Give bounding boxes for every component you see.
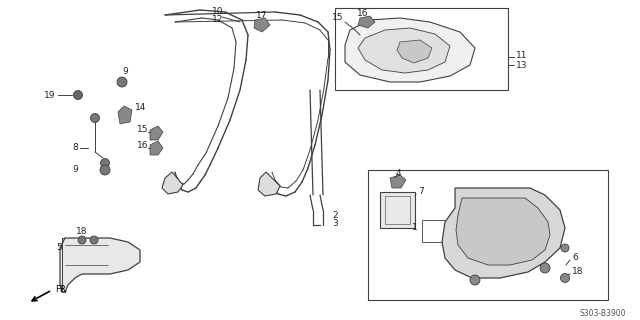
Text: 9: 9 [122,68,128,76]
Text: 19: 19 [44,91,55,100]
Polygon shape [118,106,132,124]
Polygon shape [358,28,450,73]
Text: 9: 9 [72,165,78,174]
Text: 10: 10 [212,7,224,17]
Text: 12: 12 [212,15,224,25]
Polygon shape [60,238,140,292]
Polygon shape [390,175,406,188]
Text: 18: 18 [572,268,584,276]
Circle shape [117,77,127,87]
Text: 16: 16 [136,140,148,149]
Text: 4: 4 [395,169,401,178]
Bar [335,8,508,90]
Text: 2: 2 [332,211,338,220]
Circle shape [90,236,98,244]
Text: 13: 13 [516,60,527,69]
Text: 8: 8 [72,143,78,153]
Polygon shape [397,40,432,63]
Bar [368,170,608,300]
Text: 18: 18 [76,228,88,236]
Polygon shape [254,18,270,32]
Text: 15: 15 [136,125,148,134]
Circle shape [540,263,550,273]
Text: 15: 15 [332,13,344,22]
Polygon shape [345,18,475,82]
Text: 3: 3 [332,219,338,228]
Text: 6: 6 [572,253,578,262]
Bar [422,220,452,242]
Circle shape [100,165,110,175]
Polygon shape [442,188,565,278]
Circle shape [470,275,480,285]
Polygon shape [162,172,183,194]
Text: FR.: FR. [55,285,68,294]
Text: 14: 14 [135,103,147,113]
Polygon shape [380,192,415,228]
Polygon shape [150,141,163,155]
Text: S303-B3900: S303-B3900 [580,308,627,317]
Circle shape [78,236,86,244]
Text: 1: 1 [412,223,418,233]
Text: 7: 7 [418,188,424,196]
Circle shape [100,158,109,167]
Circle shape [561,274,570,283]
Text: 17: 17 [256,11,268,20]
Polygon shape [150,126,163,140]
Text: 16: 16 [357,9,369,18]
Text: 11: 11 [516,51,527,60]
Circle shape [90,114,99,123]
Circle shape [74,91,83,100]
Polygon shape [258,172,280,196]
Polygon shape [358,16,375,28]
Text: 5: 5 [56,244,62,252]
Polygon shape [456,198,550,265]
Circle shape [561,244,569,252]
